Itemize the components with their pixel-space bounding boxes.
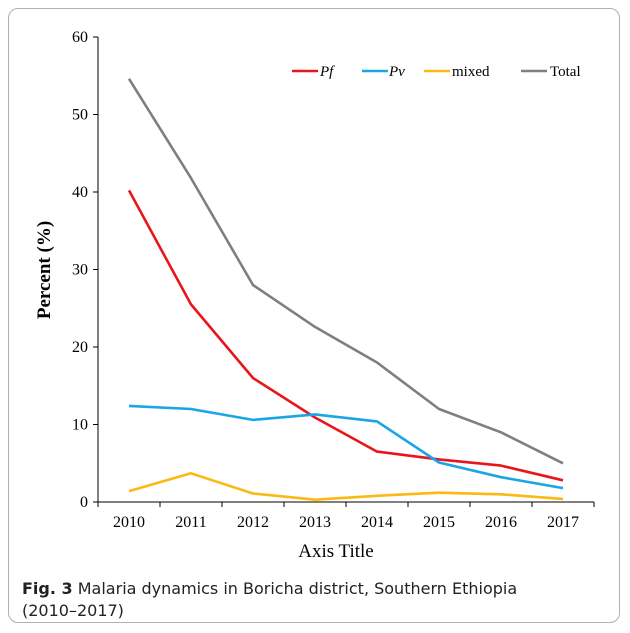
legend-label-mixed: mixed [452, 64, 490, 80]
series-line-pf [127, 189, 564, 482]
x-tick-label: 2014 [361, 514, 393, 531]
legend-label-pf: Pf [319, 64, 335, 80]
caption-text-line2: (2010–2017) [22, 601, 124, 620]
y-tick-label: 40 [72, 184, 88, 201]
series-line-total [127, 78, 564, 465]
series-line-pv [128, 404, 564, 490]
figure-caption: Fig. 3 Malaria dynamics in Boricha distr… [22, 578, 612, 622]
legend-label-total: Total [550, 64, 581, 80]
y-tick-label: 0 [80, 494, 88, 511]
caption-text: Malaria dynamics in Boricha district, So… [77, 579, 518, 598]
x-tick-label: 2016 [485, 514, 517, 531]
series-lines [127, 78, 564, 502]
legend: Pf Pv mixed Total [292, 64, 581, 80]
x-tick-label: 2015 [423, 514, 455, 531]
y-tick-label: 10 [72, 417, 88, 434]
chart-axes [93, 36, 595, 507]
y-tick-label: 20 [72, 339, 88, 356]
x-tick-label: 2017 [547, 514, 579, 531]
legend-label-pv: Pv [388, 64, 405, 80]
figure-frame [8, 8, 620, 623]
y-tick-label: 60 [72, 29, 88, 46]
x-tick-label: 2013 [299, 514, 331, 531]
y-tick-labels: 0 10 20 30 40 50 60 [72, 29, 88, 511]
y-tick-label: 50 [72, 107, 88, 124]
x-tick-label: 2012 [237, 514, 269, 531]
y-axis-title: Percent (%) [34, 221, 55, 319]
y-tick-label: 30 [72, 262, 88, 279]
x-tick-label: 2010 [113, 514, 145, 531]
series-line-mixed [128, 471, 564, 502]
x-tick-label: 2011 [175, 514, 206, 531]
x-tick-labels: 2010 2011 2012 2013 2014 2015 2016 2017 [113, 514, 579, 531]
caption-label: Fig. 3 [22, 579, 73, 598]
x-axis-title: Axis Title [298, 541, 374, 562]
